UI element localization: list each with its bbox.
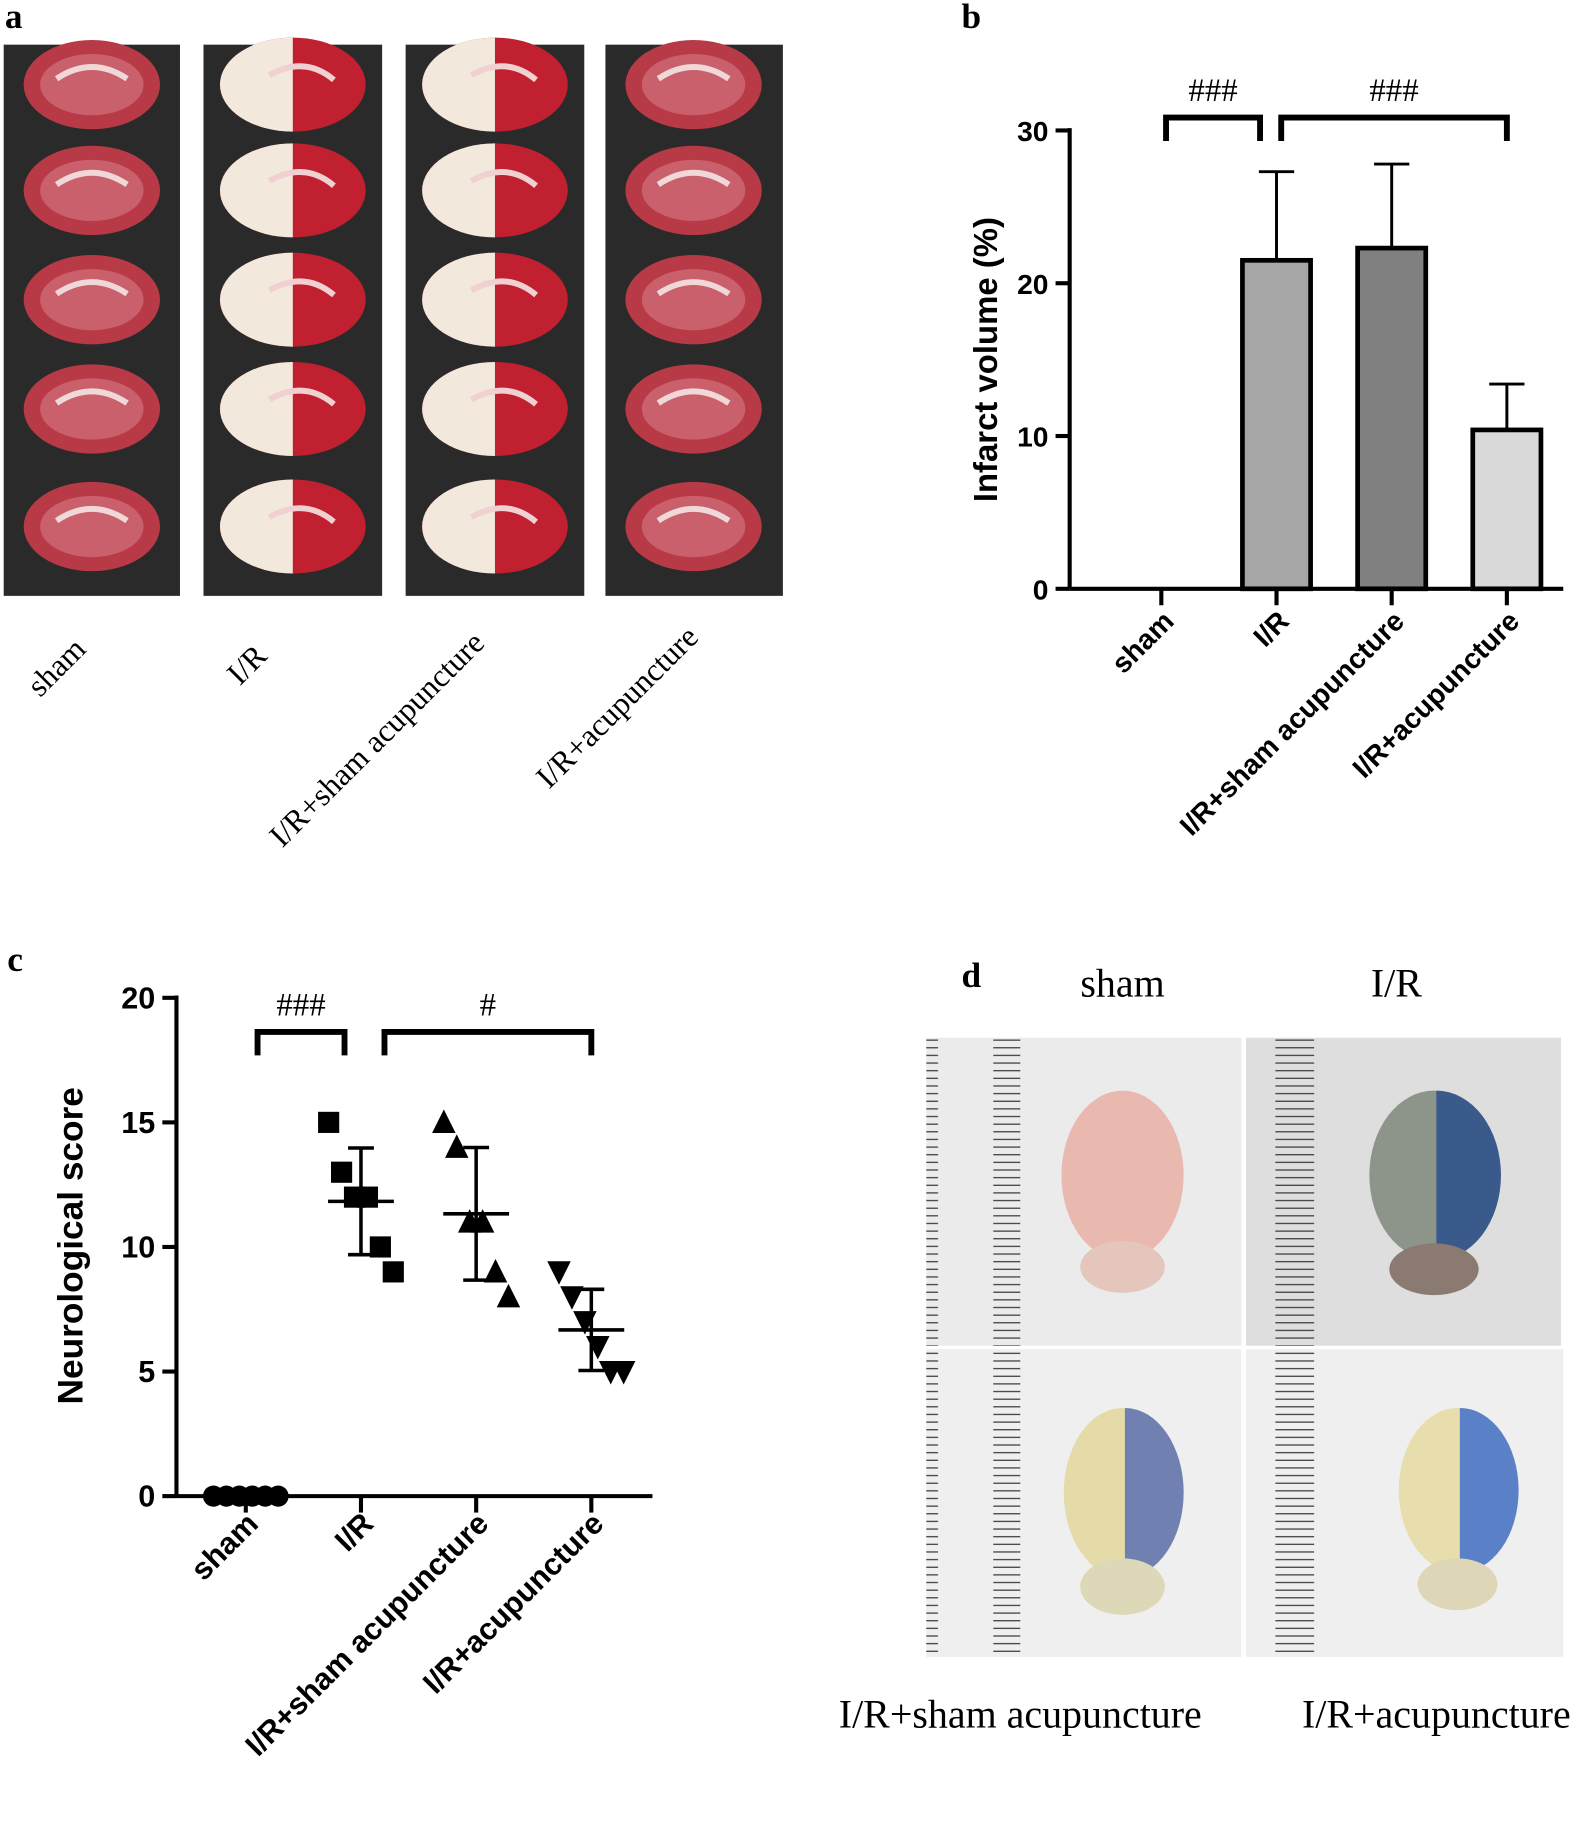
data-point <box>369 1236 391 1258</box>
photo-label: I/R <box>1371 961 1422 1006</box>
x-tick-label: I/R <box>328 1506 380 1558</box>
x-tick-label: I/R <box>1247 605 1295 653</box>
photo-column <box>203 38 383 596</box>
data-point <box>611 1360 636 1385</box>
y-tick-label: 20 <box>121 981 155 1015</box>
x-tick-label: sham <box>1105 605 1180 680</box>
photo-label: sham <box>1080 961 1164 1006</box>
sd-bar <box>348 1146 374 1257</box>
sd-bar <box>578 1287 605 1373</box>
panel-letter: a <box>5 0 23 36</box>
data-point <box>483 1258 508 1283</box>
photo <box>926 1037 1242 1346</box>
significance-bracket <box>381 1028 595 1056</box>
group-label: I/R <box>220 637 274 691</box>
data-point <box>445 1134 469 1158</box>
data-point <box>382 1261 404 1283</box>
photo-label: I/R+sham acupuncture <box>839 1692 1202 1737</box>
y-tick-label: 10 <box>121 1231 155 1265</box>
data-point <box>496 1283 521 1308</box>
bar <box>1470 427 1544 592</box>
photo-label: I/R+acupuncture <box>1302 1692 1571 1737</box>
x-tick-label: I/R+sham acupuncture <box>1173 605 1410 842</box>
significance-label: # <box>480 987 496 1023</box>
photo-column <box>405 38 585 596</box>
group-label: I/R+acupuncture <box>529 619 705 795</box>
significance-bracket <box>254 1028 348 1056</box>
y-tick-label: 30 <box>1017 115 1048 147</box>
photo <box>1245 1037 1561 1346</box>
y-tick-label: 20 <box>1017 268 1048 300</box>
significance-label: ### <box>276 987 325 1023</box>
photo-column <box>605 40 783 596</box>
y-tick-label: 0 <box>1033 573 1049 605</box>
group-label: I/R+sham acupuncture <box>262 625 491 854</box>
group-label: sham <box>20 631 92 703</box>
significance-label: ### <box>1188 73 1237 109</box>
y-tick-label: 15 <box>121 1106 155 1140</box>
sd-bar <box>463 1145 490 1282</box>
data-point <box>432 1109 456 1133</box>
y-tick-label: 0 <box>138 1480 155 1514</box>
y-axis-label: Neurological score <box>51 1087 90 1404</box>
y-tick-label: 5 <box>138 1355 155 1389</box>
photo <box>1245 1349 1564 1658</box>
photo-column <box>3 40 180 596</box>
photo <box>926 1349 1242 1658</box>
panel-letter: c <box>7 940 23 979</box>
bar <box>1355 245 1429 592</box>
data-point <box>331 1161 353 1183</box>
data-point <box>547 1261 571 1285</box>
panel-letter: b <box>962 0 982 36</box>
panel-letter: d <box>962 956 982 995</box>
data-point <box>560 1286 584 1310</box>
data-point <box>318 1111 340 1133</box>
x-tick-label: sham <box>184 1506 264 1586</box>
y-tick-label: 10 <box>1017 421 1048 453</box>
significance-bracket <box>1163 114 1263 142</box>
significance-bracket <box>1278 114 1510 142</box>
bar <box>1240 257 1313 592</box>
y-axis-label: Infarct volume (%) <box>967 217 1004 502</box>
significance-label: ### <box>1369 73 1418 109</box>
